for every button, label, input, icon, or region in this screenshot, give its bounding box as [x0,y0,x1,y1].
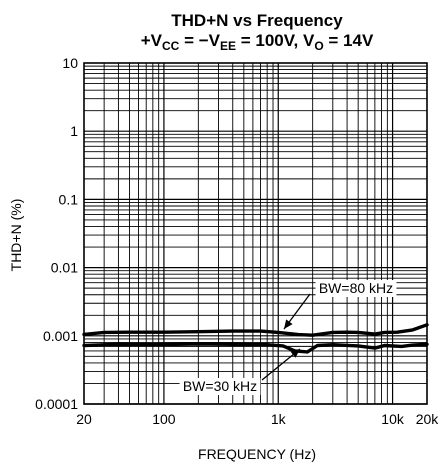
x-tick-label: 10k [381,411,405,427]
annotation-layer: BW=80 kHz BW=30 kHz [180,280,397,395]
subtitle-sub-ee: EE [220,39,236,53]
y-tick-label: 0.001 [43,328,78,344]
x-tick-label: 20 [76,411,92,427]
y-tick-label: 0.1 [59,191,79,207]
subtitle-sub-o: O [314,39,323,53]
annotation-bw-30khz-label: BW=30 kHz [183,378,257,394]
y-tick-label: 10 [62,55,78,71]
subtitle-sub-cc: CC [162,39,180,53]
y-tick-label: 0.01 [51,260,78,276]
y-axis-label: THD+N (%) [8,199,24,272]
subtitle-part-3: = 100V, V [236,31,315,50]
x-axis-label: FREQUENCY (Hz) [198,446,316,462]
x-tick-label: 1k [271,411,287,427]
annotation-bw-80khz-arrowhead [284,319,293,329]
annotation-bw-80khz-label: BW=80 kHz [319,280,393,296]
y-tick-label: 0.0001 [35,396,78,412]
subtitle-part-1: +V [141,31,163,50]
chart-title: THD+N vs Frequency [171,11,343,30]
chart-subtitle: +VCC = −VEE = 100V, VO = 14V [141,31,374,53]
subtitle-part-4: = 14V [324,31,374,50]
x-tick-label: 100 [152,411,176,427]
series-line-bw-80khz [84,325,427,335]
x-tick-label: 20k [416,411,440,427]
grid [84,63,427,404]
y-tick-label: 1 [70,123,78,139]
series-layer [84,325,427,352]
subtitle-part-2: = −V [179,31,220,50]
plot-frame [84,63,427,404]
